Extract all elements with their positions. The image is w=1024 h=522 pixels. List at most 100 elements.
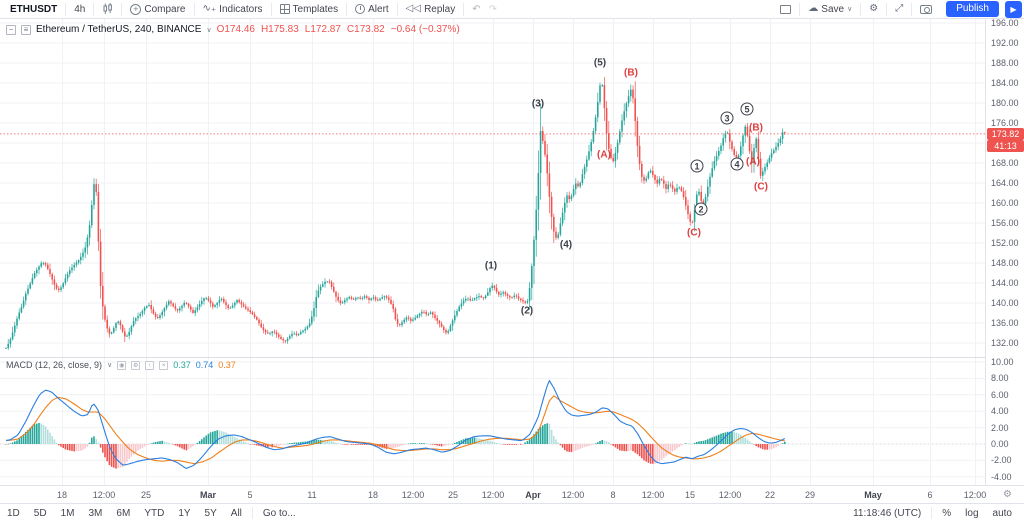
chart-type-icon[interactable]: ≡ bbox=[21, 24, 31, 35]
play-button[interactable]: ▶ bbox=[1005, 0, 1022, 18]
macd-hist-bar bbox=[330, 441, 333, 444]
macd-hist-bar bbox=[676, 444, 678, 449]
wave-label[interactable]: (5) bbox=[593, 57, 607, 69]
macd-hist-bar bbox=[509, 444, 511, 445]
macd-hist-bar bbox=[161, 440, 163, 444]
macd-hist-bar bbox=[49, 432, 51, 444]
candle-body bbox=[357, 297, 359, 299]
macd-hist-bar bbox=[429, 444, 432, 445]
range-button-3m[interactable]: 3M bbox=[88, 507, 103, 519]
wave-label[interactable]: (4) bbox=[559, 239, 573, 251]
macd-hist-bar bbox=[667, 444, 669, 455]
macd-hist-bar bbox=[542, 425, 544, 444]
macd-hist-bar bbox=[126, 444, 128, 462]
snapshot-button[interactable] bbox=[912, 0, 940, 18]
macd-hist-bar bbox=[731, 431, 733, 444]
gear-icon[interactable]: ⚙ bbox=[131, 360, 141, 370]
wave-label-circled[interactable]: 2 bbox=[694, 202, 708, 216]
close-icon[interactable]: × bbox=[159, 360, 169, 370]
macd-hist-bar bbox=[165, 442, 168, 444]
macd-hist-bar bbox=[544, 424, 546, 444]
range-button-1d[interactable]: 1D bbox=[7, 507, 20, 519]
goto-button[interactable]: Go to... bbox=[262, 507, 296, 519]
replay-button[interactable]: ◁◁ Replay bbox=[398, 0, 464, 18]
wave-label[interactable]: (B) bbox=[624, 67, 638, 79]
indicators-button[interactable]: ∿₊ Indicators bbox=[195, 0, 271, 18]
clock-label[interactable]: 11:18:46 (UTC) bbox=[853, 507, 922, 519]
redo-button[interactable]: ↷ bbox=[488, 3, 497, 15]
wave-label[interactable]: (A) bbox=[746, 156, 760, 168]
legend-title[interactable]: Ethereum / TetherUS, 240, BINANCE bbox=[36, 24, 202, 35]
macd-hist-bar bbox=[84, 444, 86, 449]
wave-label[interactable]: (C) bbox=[687, 227, 701, 239]
macd-hist-bar bbox=[251, 444, 254, 445]
macd-line-value: 0.74 bbox=[195, 360, 214, 370]
settings-button[interactable]: ⚙ bbox=[861, 0, 886, 18]
auto-scale-button[interactable]: auto bbox=[992, 507, 1012, 519]
candle-body bbox=[29, 283, 31, 289]
indicators-label: Indicators bbox=[219, 3, 263, 15]
range-button-1y[interactable]: 1Y bbox=[178, 507, 191, 519]
fullscreen-button[interactable]: ⤢ bbox=[887, 0, 911, 18]
range-button-ytd[interactable]: YTD bbox=[144, 507, 165, 519]
wave-label[interactable]: (2) bbox=[520, 305, 534, 317]
macd-title[interactable]: MACD (12, 26, close, 9) bbox=[6, 360, 103, 370]
wave-label-circled[interactable]: 1 bbox=[690, 159, 704, 173]
chevron-down-icon[interactable]: ∨ bbox=[206, 26, 212, 34]
time-tick-label: 25 bbox=[447, 490, 459, 500]
candle-body bbox=[630, 89, 632, 97]
axis-gear-icon[interactable]: ⚙ bbox=[1003, 489, 1012, 500]
publish-button[interactable]: Publish bbox=[946, 1, 999, 17]
wave-label[interactable]: (A) bbox=[597, 149, 611, 161]
chart-style-button[interactable] bbox=[94, 0, 121, 18]
candle-body bbox=[80, 256, 82, 261]
candle-body bbox=[194, 310, 196, 313]
collapse-icon[interactable]: − bbox=[6, 24, 16, 35]
range-button-6m[interactable]: 6M bbox=[116, 507, 131, 519]
save-button[interactable]: ☁ Save ∨ bbox=[800, 0, 860, 18]
chevron-down-icon[interactable]: ∨ bbox=[107, 362, 113, 369]
range-button-5d[interactable]: 5D bbox=[33, 507, 47, 519]
macd-hist-bar bbox=[592, 444, 595, 445]
price-macd-chart[interactable] bbox=[0, 19, 985, 485]
percent-scale-button[interactable]: % bbox=[942, 507, 952, 519]
range-button-all[interactable]: All bbox=[230, 507, 242, 519]
macd-hist-bar bbox=[108, 444, 111, 466]
wave-label[interactable]: (B) bbox=[749, 122, 763, 134]
candle-body bbox=[64, 278, 67, 284]
wave-label[interactable]: (3) bbox=[531, 98, 545, 110]
candle-body bbox=[77, 260, 80, 263]
wave-label-circled[interactable]: 4 bbox=[730, 157, 744, 171]
price-axis[interactable]: 196.00192.00188.00184.00180.00176.00172.… bbox=[985, 18, 1024, 485]
macd-hist-bar bbox=[707, 439, 709, 444]
wave-label[interactable]: (1) bbox=[484, 260, 498, 272]
candle-body bbox=[625, 103, 628, 112]
candle-body bbox=[498, 291, 500, 295]
templates-button[interactable]: Templates bbox=[272, 0, 347, 18]
macd-hist-bar bbox=[733, 431, 735, 444]
compare-button[interactable]: + Compare bbox=[122, 0, 193, 18]
interval-button[interactable]: 4h bbox=[74, 3, 86, 15]
candle-body bbox=[599, 85, 601, 102]
macd-hist-bar bbox=[128, 444, 130, 459]
macd-hist-bar bbox=[473, 437, 476, 444]
range-button-5y[interactable]: 5Y bbox=[204, 507, 217, 519]
wave-label-circled[interactable]: 5 bbox=[740, 102, 754, 116]
log-scale-button[interactable]: log bbox=[965, 507, 979, 519]
toolbar-separator bbox=[193, 2, 195, 16]
move-pane-icon[interactable]: ↑ bbox=[145, 360, 155, 370]
macd-hist-bar bbox=[550, 429, 553, 444]
undo-button[interactable]: ↶ bbox=[472, 3, 481, 15]
range-button-1m[interactable]: 1M bbox=[60, 507, 75, 519]
symbol-button[interactable]: ETHUSDT bbox=[10, 3, 58, 15]
macd-hist-bar bbox=[348, 444, 350, 445]
alert-button[interactable]: Alert bbox=[347, 0, 397, 18]
candle-body bbox=[128, 331, 130, 336]
time-axis[interactable]: 18 12:00 25 Mar 5 11 18 12:00 25 12:00 Apr 12:00 8 12… bbox=[0, 485, 1024, 503]
eye-icon[interactable]: ◉ bbox=[117, 360, 127, 370]
wave-label-circled[interactable]: 3 bbox=[720, 111, 734, 125]
toolbar-separator bbox=[911, 2, 913, 16]
candle-body bbox=[205, 298, 207, 299]
wave-label[interactable]: (C) bbox=[754, 181, 768, 193]
layout-button[interactable] bbox=[772, 0, 799, 18]
